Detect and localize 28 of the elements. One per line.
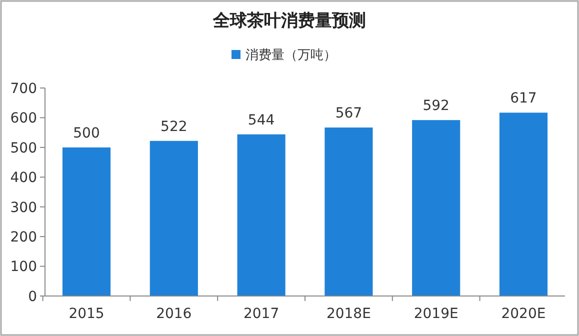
data-label: 567 bbox=[335, 106, 362, 122]
y-tick-label: 300 bbox=[10, 200, 37, 216]
x-tick-label: 2020E bbox=[501, 306, 546, 322]
data-label: 544 bbox=[248, 112, 275, 128]
y-tick-label: 0 bbox=[28, 288, 37, 305]
bar bbox=[324, 128, 373, 296]
data-label: 592 bbox=[422, 98, 450, 114]
y-tick-label: 500 bbox=[10, 140, 37, 156]
y-tick-label: 100 bbox=[10, 259, 37, 276]
chart-title: 全球茶叶消费量预测 bbox=[212, 11, 366, 31]
bar bbox=[412, 120, 460, 296]
bar bbox=[499, 112, 548, 296]
bar bbox=[62, 147, 111, 296]
data-label: 522 bbox=[160, 118, 188, 135]
y-tick-label: 200 bbox=[10, 229, 37, 246]
y-tick-label: 600 bbox=[10, 110, 37, 127]
bar bbox=[237, 134, 286, 296]
bar bbox=[150, 140, 198, 296]
x-tick-label: 2015 bbox=[68, 306, 104, 322]
legend-label: 消费量（万吨） bbox=[246, 48, 336, 63]
x-tick-label: 2019E bbox=[414, 306, 458, 322]
y-tick-label: 400 bbox=[10, 170, 37, 186]
x-tick-label: 2018E bbox=[326, 306, 371, 322]
data-label: 500 bbox=[73, 125, 100, 142]
x-tick-label: 2016 bbox=[156, 306, 192, 322]
data-label: 617 bbox=[510, 90, 537, 107]
x-tick-label: 2017 bbox=[243, 306, 280, 322]
y-tick-label: 700 bbox=[10, 80, 37, 97]
